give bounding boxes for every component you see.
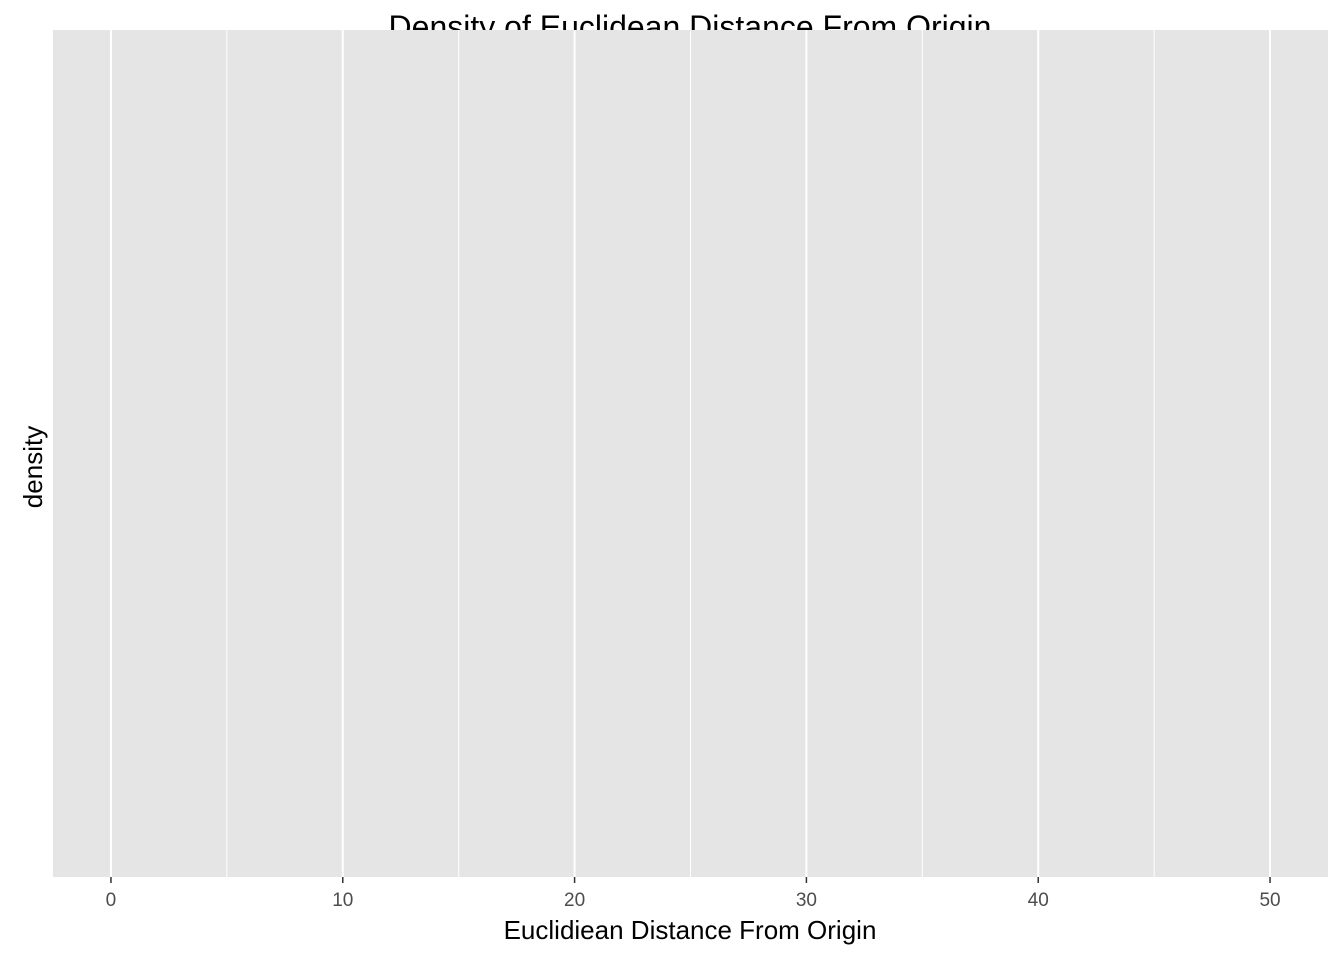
- x-tick-label: 30: [796, 890, 817, 911]
- x-axis-tick-labels: 0 10 20 30 40 50: [106, 890, 1281, 911]
- major-gridlines: [109, 30, 1272, 877]
- minor-gridlines: [226, 30, 1155, 877]
- x-tick-label: 40: [1028, 890, 1049, 911]
- x-axis-ticks: [110, 877, 1271, 883]
- x-tick-label: 20: [564, 890, 585, 911]
- y-axis-title: density: [18, 426, 48, 508]
- x-axis-title: Euclidiean Distance From Origin: [504, 915, 877, 945]
- x-tick-label: 10: [332, 890, 353, 911]
- x-tick-label: 0: [106, 890, 117, 911]
- x-tick-label: 50: [1259, 890, 1280, 911]
